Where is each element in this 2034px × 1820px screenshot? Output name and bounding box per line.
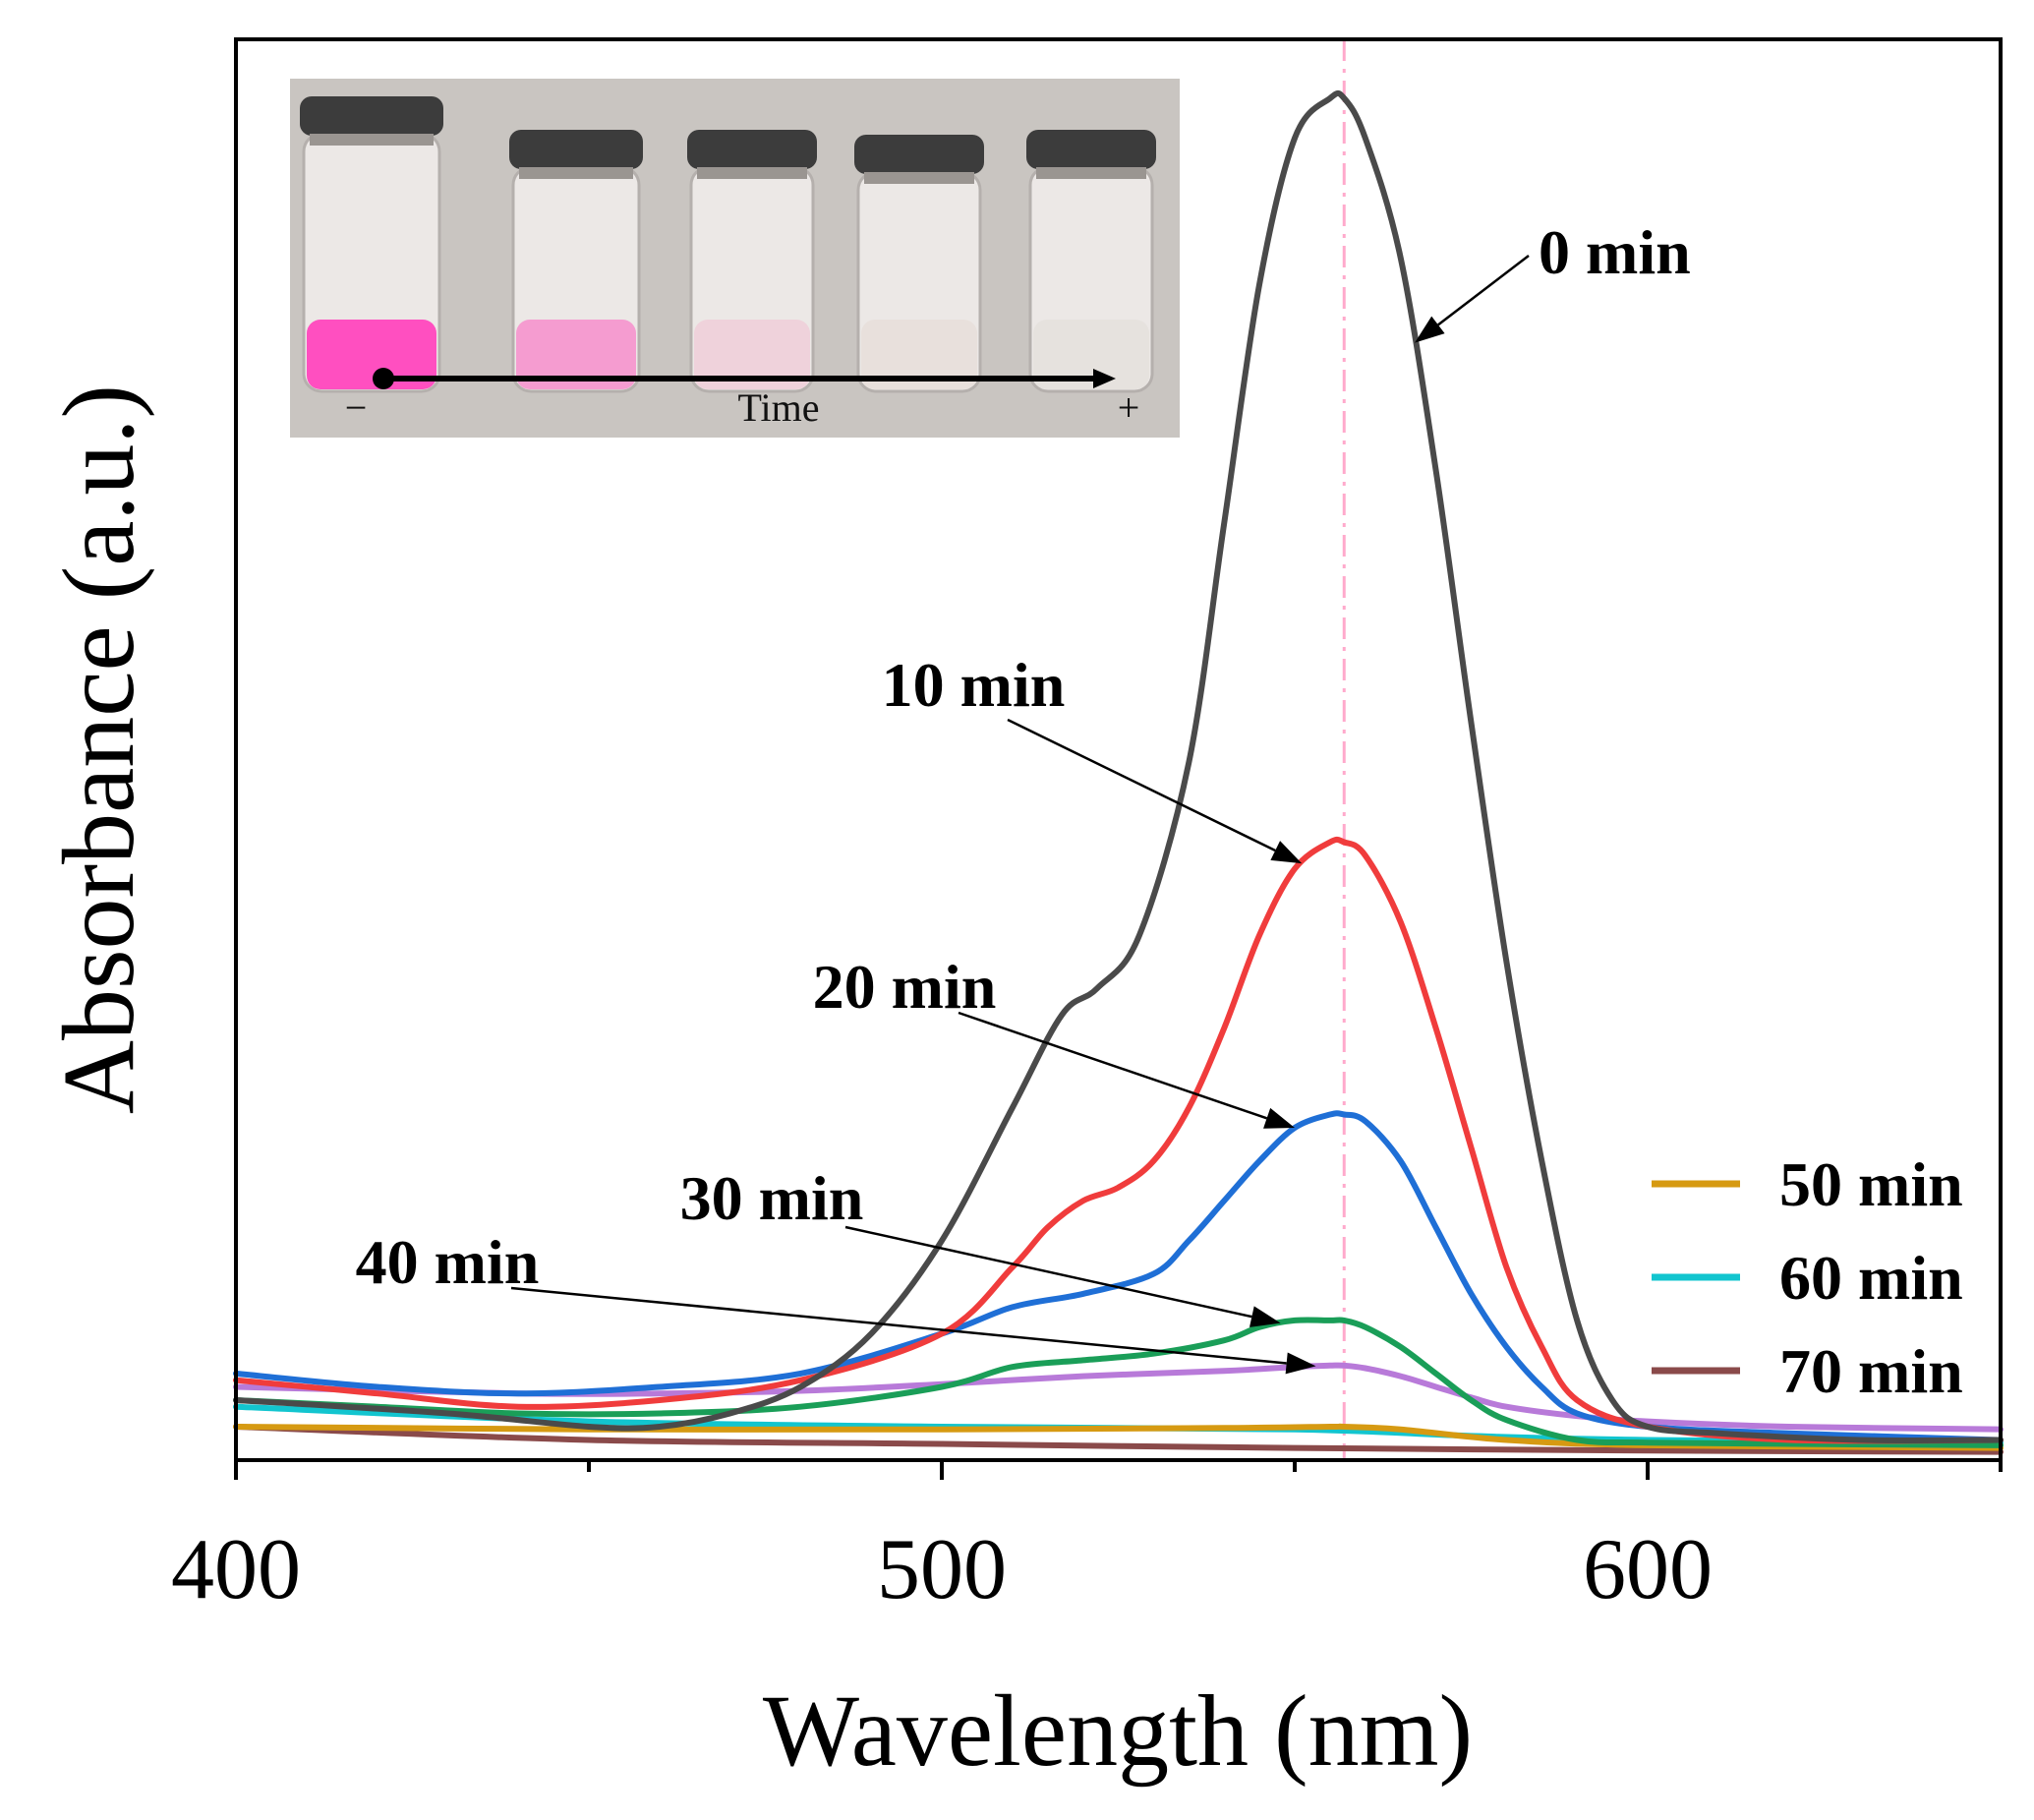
x-tick-label-600: 600 [1583, 1522, 1713, 1617]
x-tick-label-400: 400 [171, 1522, 301, 1617]
vial-5 [1026, 130, 1156, 393]
annotation-arrow-line [958, 1011, 1268, 1120]
series-line-0-min [233, 89, 2004, 1443]
vial-cap [687, 130, 817, 169]
series-line-70-min [233, 1424, 2004, 1455]
annotation-label: 20 min [813, 952, 997, 1022]
x-tick-label-500: 500 [877, 1522, 1007, 1617]
annotation-arrow-line [510, 1286, 1287, 1365]
annotation-arrow-head [1249, 1306, 1281, 1327]
vial-neck [519, 167, 633, 179]
time-arrow-start-dot [373, 368, 394, 389]
vial-neck [864, 172, 974, 184]
annotation-arrow-head [1415, 316, 1445, 343]
annotation-10-min: 10 min [882, 650, 1303, 864]
legend-label: 70 min [1779, 1336, 1963, 1406]
annotation-arrow-line [844, 1225, 1252, 1319]
annotation-30-min: 30 min [680, 1163, 1281, 1327]
vial-liquid [694, 320, 810, 389]
annotation-label: 30 min [680, 1163, 864, 1233]
inset-minus-label: − [345, 385, 368, 430]
vial-cap [300, 96, 443, 136]
legend-item-50-min: 50 min [1652, 1149, 1963, 1219]
annotation-label: 0 min [1539, 217, 1691, 287]
vial-neck [310, 134, 434, 146]
annotation-arrow-head [1263, 1107, 1295, 1129]
vial-cap [854, 135, 984, 174]
annotation-label: 10 min [882, 650, 1066, 720]
annotation-arrow-head [1285, 1352, 1316, 1375]
x-axis-title: Wavelength (nm) [763, 1674, 1473, 1788]
annotation-20-min: 20 min [813, 952, 1295, 1129]
plot-frame [234, 37, 2003, 1462]
series-line-20-min [233, 1110, 2004, 1443]
vial-4 [854, 135, 984, 393]
legend-item-60-min: 60 min [1652, 1243, 1963, 1313]
vial-liquid [516, 320, 636, 389]
vial-liquid [861, 320, 977, 389]
annotation-arrow-line [1007, 718, 1276, 852]
series-line-10-min [233, 836, 2004, 1444]
annotation-40-min: 40 min [356, 1227, 1316, 1375]
vial-liquid [307, 320, 436, 389]
vial-1 [300, 96, 443, 393]
inset-plus-label: + [1118, 385, 1140, 430]
legend-label: 50 min [1779, 1149, 1963, 1219]
axis-ticks: 400 500 600 [171, 1460, 2003, 1617]
vial-neck [697, 167, 807, 179]
annotation-arrow-head [1270, 841, 1303, 864]
vial-2 [509, 130, 643, 393]
annotation-0-min: 0 min [1415, 217, 1691, 343]
inset-time-label: Time [737, 385, 819, 430]
vial-cap [509, 130, 643, 169]
time-arrow-head [1093, 369, 1116, 388]
vial-liquid [1033, 320, 1149, 389]
annotations: 0 min 10 min 20 min 30 min 40 min [356, 217, 1691, 1375]
annotation-arrow-line [1437, 255, 1530, 326]
legend-item-70-min: 70 min [1652, 1336, 1963, 1406]
vial-3 [687, 130, 817, 393]
annotation-label: 40 min [356, 1227, 540, 1297]
vial-cap [1026, 130, 1156, 169]
y-axis-title: Absorbance (a.u.) [42, 384, 155, 1114]
legend: 50 min 60 min 70 min [1652, 1149, 1963, 1406]
vial-neck [1036, 167, 1146, 179]
inset-photo: Time − + [290, 79, 1180, 438]
legend-label: 60 min [1779, 1243, 1963, 1313]
